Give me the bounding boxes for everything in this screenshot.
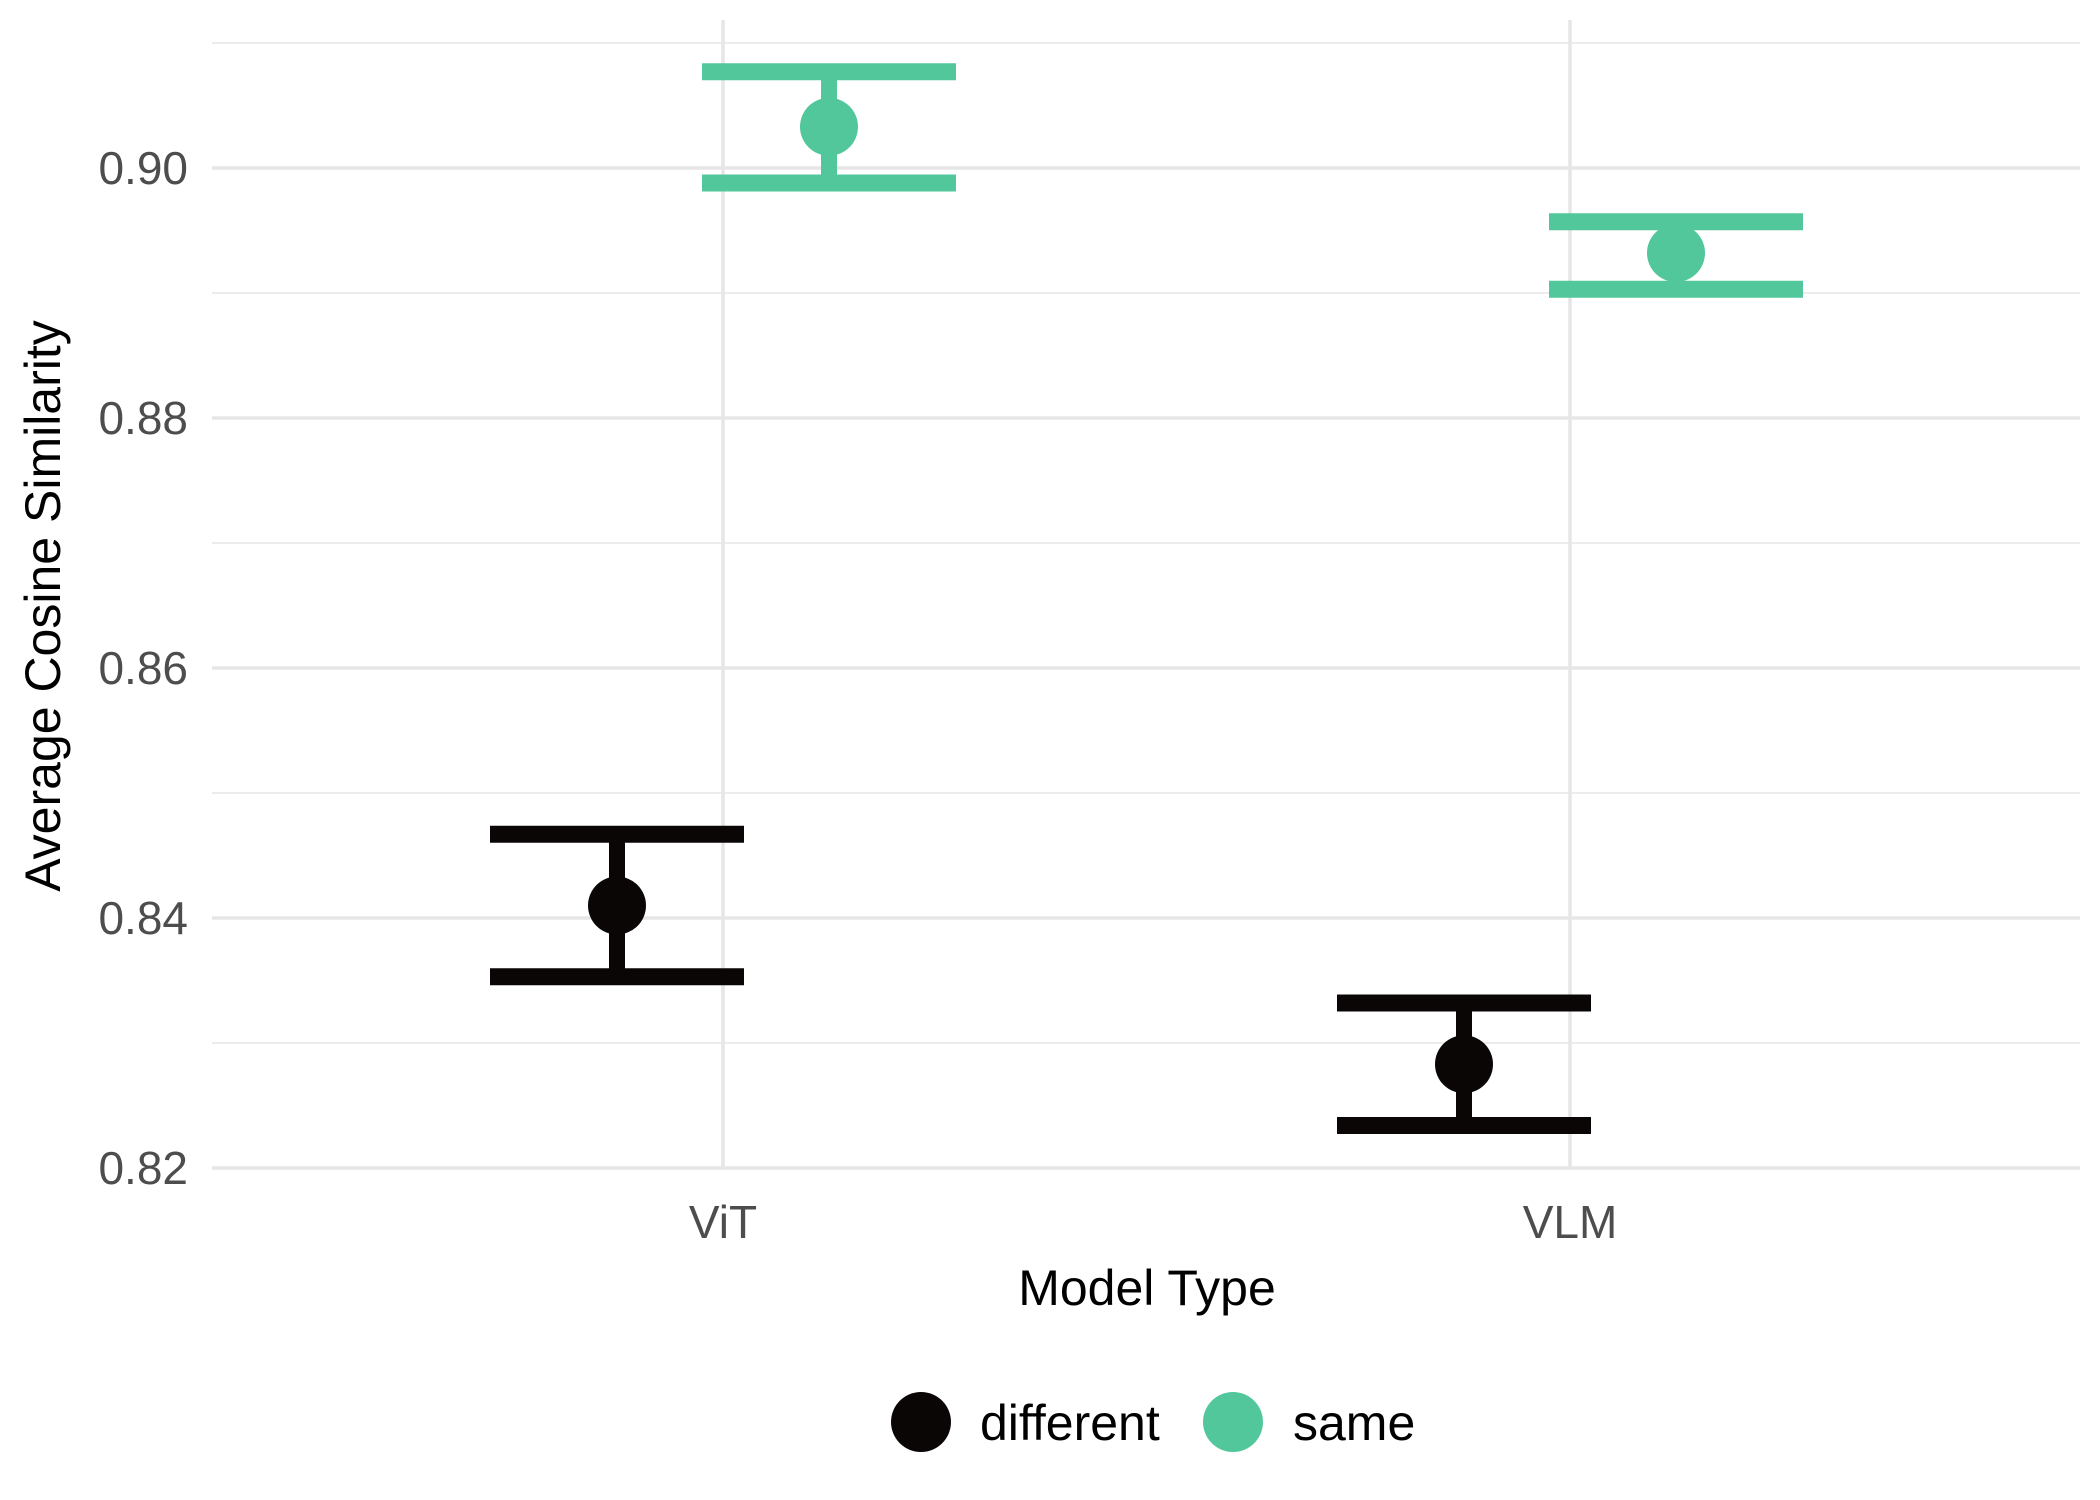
x-axis-ticks: ViT VLM — [689, 1196, 1617, 1248]
data-point-different — [1435, 1035, 1493, 1094]
y-tick-label: 0.88 — [98, 392, 188, 444]
legend-marker-same — [1203, 1392, 1263, 1452]
y-tick-label: 0.84 — [98, 892, 188, 944]
legend-label-same: same — [1293, 1395, 1415, 1451]
y-tick-label: 0.90 — [98, 142, 188, 194]
y-axis-ticks: 0.82 0.84 0.86 0.88 0.90 — [98, 142, 188, 1194]
x-axis-title: Model Type — [1018, 1260, 1276, 1316]
legend-label-different: different — [980, 1395, 1160, 1451]
y-axis-title: Average Cosine Similarity — [15, 320, 71, 892]
legend: different same — [891, 1392, 1415, 1452]
data-point-different — [588, 876, 646, 935]
data-marks — [490, 63, 1803, 1134]
legend-marker-different — [891, 1392, 951, 1452]
data-point-same — [1647, 224, 1705, 282]
x-tick-label: VLM — [1523, 1196, 1618, 1248]
data-point-same — [800, 97, 858, 156]
y-tick-label: 0.86 — [98, 642, 188, 694]
x-tick-label: ViT — [689, 1196, 757, 1248]
grid — [212, 20, 2080, 1170]
y-tick-label: 0.82 — [98, 1142, 188, 1194]
